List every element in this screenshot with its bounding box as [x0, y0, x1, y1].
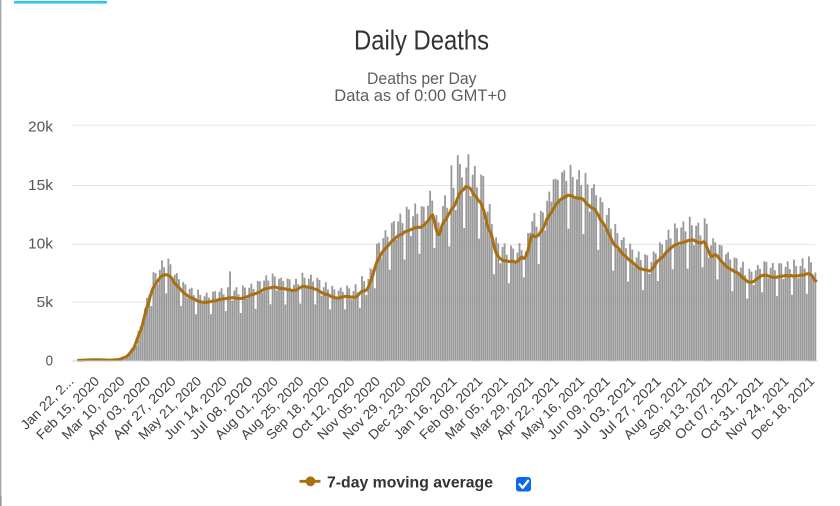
svg-text:20k: 20k — [28, 119, 54, 136]
svg-text:7-day moving average: 7-day moving average — [327, 474, 493, 491]
svg-text:Data as of 0:00 GMT+0: Data as of 0:00 GMT+0 — [334, 86, 506, 105]
svg-text:Deaths per Day: Deaths per Day — [367, 69, 477, 88]
svg-text:5k: 5k — [37, 294, 54, 311]
svg-text:10k: 10k — [28, 236, 54, 253]
svg-text:0: 0 — [46, 353, 53, 370]
svg-text:Daily Deaths: Daily Deaths — [354, 24, 489, 55]
svg-text:15k: 15k — [28, 177, 54, 194]
